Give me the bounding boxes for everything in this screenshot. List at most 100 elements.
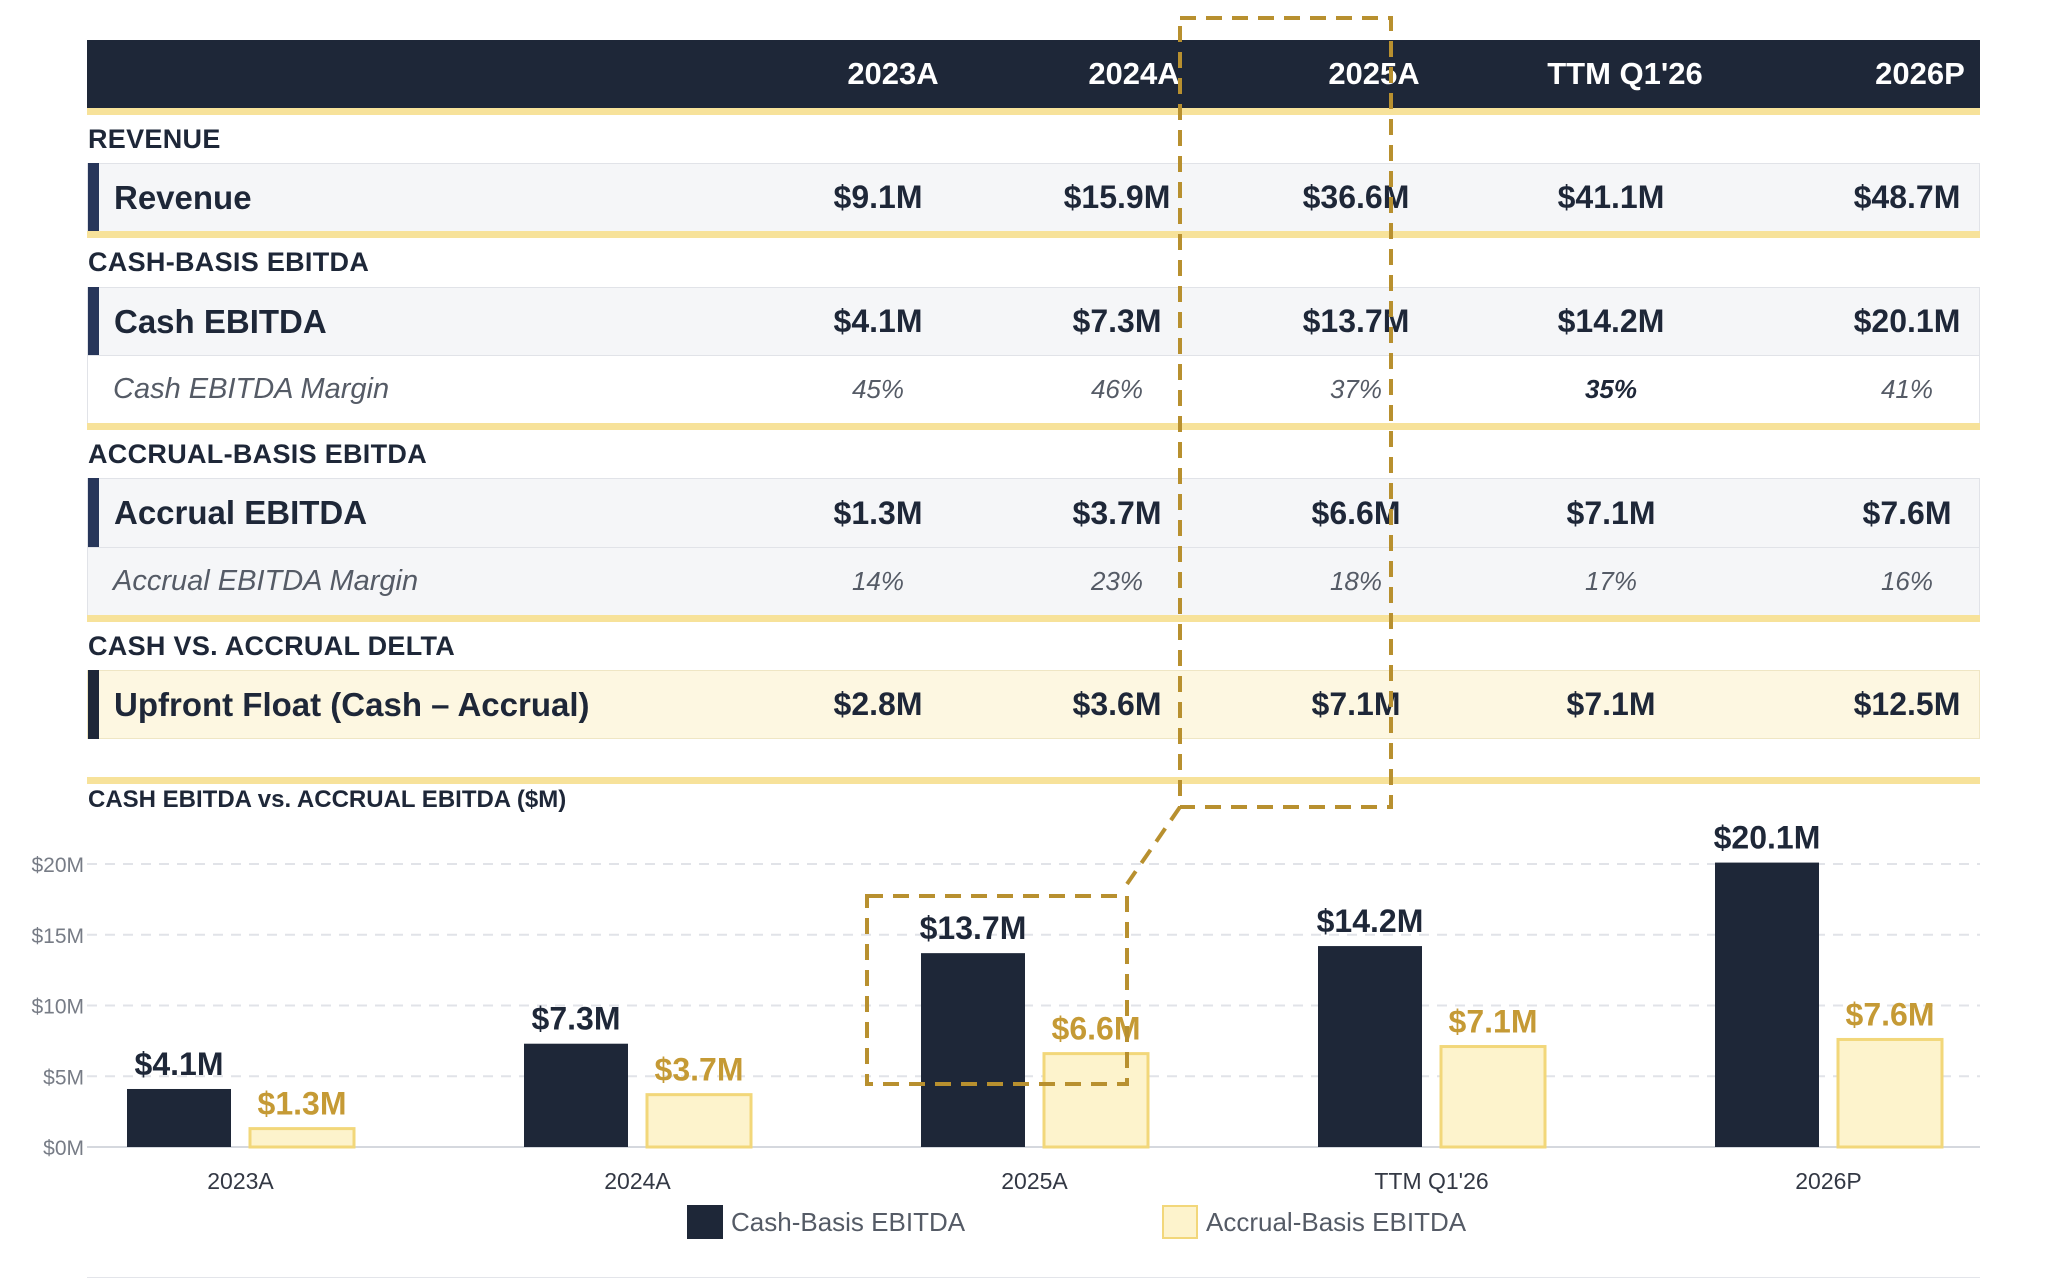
cell-value: $7.1M	[1566, 686, 1656, 722]
row-accent	[88, 670, 99, 739]
data-label-accrual: $3.7M	[655, 1052, 744, 1088]
table-header: 2023A 2024A 2025A TTM Q1'26 2026P	[87, 40, 1980, 108]
x-tick-label: 2023A	[207, 1168, 274, 1194]
cell-value: $3.7M	[1072, 495, 1162, 531]
y-tick-label: $0M	[43, 1137, 84, 1160]
header-divider	[87, 108, 1980, 115]
row-label: Upfront Float (Cash – Accrual)	[114, 686, 590, 723]
cell-value: $15.9M	[1063, 179, 1171, 215]
y-tick-label: $5M	[43, 1066, 84, 1089]
y-tick-label: $15M	[31, 925, 84, 948]
row-accent	[88, 287, 99, 356]
section-divider	[87, 423, 1980, 430]
bar-accrual-ebitda	[645, 1093, 753, 1149]
cell-value: 45%	[851, 374, 905, 404]
row-label: Accrual EBITDA Margin	[113, 565, 419, 597]
column-header-2025a: 2025A	[1328, 56, 1420, 91]
chart-legend: Cash-Basis EBITDA Accrual-Basis EBITDA	[0, 1205, 2060, 1245]
cell-value: $1.3M	[833, 495, 923, 531]
table-row-cash-ebitda-margin: Cash EBITDA Margin 45% 46% 37% 35% 41%	[87, 355, 1980, 424]
cell-value: 17%	[1584, 566, 1638, 596]
bar-cash-ebitda	[921, 953, 1025, 1147]
legend-swatch-cash	[687, 1205, 723, 1239]
section-divider	[87, 615, 1980, 622]
column-header-2023a: 2023A	[847, 56, 939, 91]
table-row-upfront-float: Upfront Float (Cash – Accrual) $2.8M $3.…	[87, 670, 1980, 739]
data-label-cash: $20.1M	[1714, 820, 1821, 856]
data-label-cash: $4.1M	[135, 1046, 224, 1082]
data-label-cash: $13.7M	[920, 910, 1027, 946]
cell-value: 41%	[1880, 374, 1934, 404]
cell-value: $4.1M	[833, 303, 923, 339]
bar-cash-ebitda	[127, 1088, 231, 1147]
bar-cash-ebitda	[1715, 862, 1819, 1147]
bar-accrual-ebitda	[1439, 1045, 1547, 1149]
cell-value: $12.5M	[1853, 686, 1961, 722]
row-label: Cash EBITDA	[114, 303, 327, 340]
highlight-box-table-column	[1178, 16, 1393, 809]
legend-label-accrual: Accrual-Basis EBITDA	[1206, 1207, 1467, 1237]
x-tick-label: TTM Q1'26	[1374, 1168, 1488, 1194]
legend-label-cash: Cash-Basis EBITDA	[731, 1207, 966, 1237]
row-accent	[88, 163, 99, 232]
table-bottom-divider	[87, 777, 1980, 784]
cell-value: $3.6M	[1072, 686, 1162, 722]
chart-bars: $4.1M$1.3M2023A$7.3M$3.7M2024A$13.7M$6.6…	[127, 820, 1944, 1194]
cell-value: 23%	[1090, 566, 1144, 596]
cell-value: $9.1M	[833, 179, 923, 215]
x-tick-label: 2024A	[604, 1168, 671, 1194]
cell-value: $20.1M	[1853, 303, 1961, 339]
bar-cash-ebitda	[524, 1043, 628, 1147]
cell-value: $2.8M	[833, 686, 923, 722]
chart-gridlines: $0M $5M $10M $15M $20M	[31, 854, 1980, 1160]
table-row-accrual-ebitda-margin: Accrual EBITDA Margin 14% 23% 18% 17% 16…	[87, 547, 1980, 616]
bar-accrual-ebitda	[1836, 1037, 1944, 1149]
table-row-accrual-ebitda: Accrual EBITDA $1.3M $3.7M $6.6M $7.1M $…	[87, 478, 1980, 548]
cell-value: 35%	[1584, 374, 1638, 404]
section-title-cash-basis-ebitda: CASH-BASIS EBITDA	[88, 247, 370, 277]
cell-value: $7.6M	[1862, 495, 1952, 531]
section-title-cash-vs-accrual-delta: CASH VS. ACCRUAL DELTA	[88, 631, 456, 661]
y-tick-label: $10M	[31, 996, 84, 1019]
row-label: Accrual EBITDA	[114, 494, 368, 531]
cell-value: 37%	[1329, 374, 1383, 404]
cell-value: $48.7M	[1853, 179, 1961, 215]
legend-swatch-accrual	[1162, 1205, 1198, 1239]
section-title-revenue: REVENUE	[88, 124, 221, 154]
table-row-cash-ebitda: Cash EBITDA $4.1M $7.3M $13.7M $14.2M $2…	[87, 287, 1980, 356]
row-accent	[88, 478, 99, 548]
cell-value: $7.3M	[1072, 303, 1162, 339]
cell-value: $14.2M	[1557, 303, 1665, 339]
chart-title: CASH EBITDA vs. ACCRUAL EBITDA ($M)	[88, 786, 567, 813]
bar-accrual-ebitda	[248, 1127, 356, 1149]
column-header-ttm-q1-26: TTM Q1'26	[1547, 56, 1703, 91]
data-label-accrual: $7.1M	[1449, 1004, 1538, 1040]
x-tick-label: 2025A	[1001, 1168, 1068, 1194]
cell-value: 18%	[1329, 566, 1383, 596]
data-label-accrual: $1.3M	[258, 1086, 347, 1122]
cell-value: 14%	[851, 566, 905, 596]
y-tick-label: $20M	[31, 854, 84, 877]
cell-value: $6.6M	[1311, 495, 1401, 531]
cell-value: 16%	[1880, 566, 1934, 596]
cell-value: 46%	[1090, 374, 1144, 404]
cell-value: $7.1M	[1566, 495, 1656, 531]
highlight-callout	[865, 16, 1393, 1086]
bar-cash-ebitda	[1318, 946, 1422, 1147]
section-title-accrual-basis-ebitda: ACCRUAL-BASIS EBITDA	[88, 439, 427, 469]
data-label-accrual: $7.6M	[1846, 996, 1935, 1032]
x-tick-label: 2026P	[1795, 1168, 1862, 1194]
column-header-2024a: 2024A	[1088, 56, 1180, 91]
cell-value: $7.1M	[1311, 686, 1401, 722]
highlight-box-chart-bars	[865, 894, 1129, 1086]
data-label-cash: $14.2M	[1317, 903, 1424, 939]
highlight-connector	[1125, 805, 1182, 886]
cell-value: $41.1M	[1557, 179, 1665, 215]
data-label-cash: $7.3M	[532, 1001, 621, 1037]
bar-accrual-ebitda	[1042, 1052, 1150, 1149]
row-label: Cash EBITDA Margin	[113, 373, 390, 405]
row-label: Revenue	[114, 179, 252, 216]
column-header-2026p: 2026P	[1875, 56, 1965, 91]
section-divider	[87, 231, 1980, 238]
